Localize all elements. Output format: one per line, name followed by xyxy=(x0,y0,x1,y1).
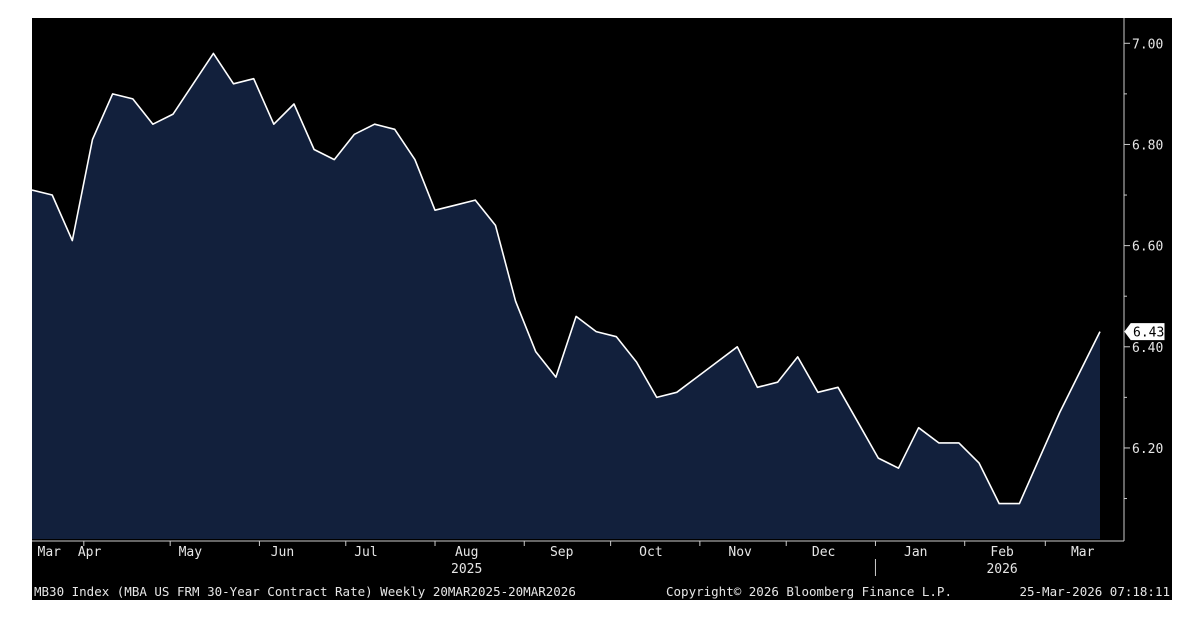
x-tick-label: Aug xyxy=(455,545,478,560)
x-year-label: 2026 xyxy=(986,562,1017,577)
footer-description: MB30 Index (MBA US FRM 30-Year Contract … xyxy=(34,584,576,599)
x-tick-label: Jul xyxy=(354,545,377,560)
last-value-label: 6.43 xyxy=(1133,326,1164,341)
chart-canvas: 6.20 6.40 6.60 6.80 7.00 6.43 Mar Apr May Jun Jul A… xyxy=(32,18,1165,577)
last-value-badge xyxy=(1124,323,1165,341)
x-tick-label: Sep xyxy=(550,545,574,560)
x-tick-label: Dec xyxy=(812,545,835,560)
x-year-label: 2025 xyxy=(451,562,482,577)
footer-timestamp: 25-Mar-2026 07:18:11 xyxy=(1019,584,1170,599)
x-tick-label: Apr xyxy=(78,545,102,560)
y-tick-label: 6.40 xyxy=(1132,341,1163,356)
x-tick-label: Jun xyxy=(271,545,294,560)
x-tick-label: May xyxy=(179,545,203,560)
x-tick-label: Mar xyxy=(38,545,62,560)
y-tick-label: 7.00 xyxy=(1132,37,1163,52)
y-tick-label: 6.20 xyxy=(1132,442,1163,457)
footer-copyright: Copyright© 2026 Bloomberg Finance L.P. xyxy=(666,584,952,599)
x-tick-label: Nov xyxy=(728,545,752,560)
series-area-fill xyxy=(32,53,1100,540)
x-tick-label: Mar xyxy=(1071,545,1095,560)
series-line xyxy=(32,52,1101,505)
chart-frame: 6.20 6.40 6.60 6.80 7.00 6.43 Mar Apr May Jun Jul A… xyxy=(32,18,1172,600)
x-tick-label: Oct xyxy=(639,545,662,560)
x-tick-label: Jan xyxy=(904,545,927,560)
x-tick-label: Feb xyxy=(990,545,1014,560)
y-tick-label: 6.60 xyxy=(1132,240,1163,255)
y-tick-label: 6.80 xyxy=(1132,138,1163,153)
